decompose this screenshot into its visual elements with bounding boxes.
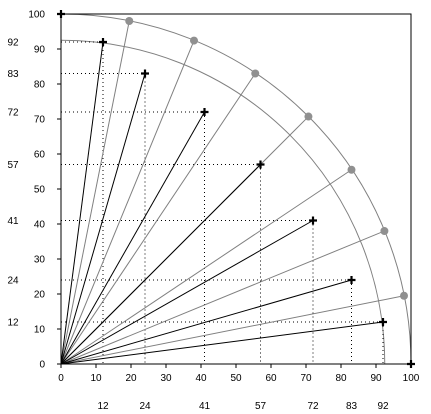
ray-grey-1 xyxy=(60,40,195,365)
ray-black-1 xyxy=(60,41,104,365)
circle-marker-5 xyxy=(380,227,389,235)
plus-marker-2 xyxy=(141,69,149,78)
y-extra-label: 57 xyxy=(7,160,19,171)
y-extra-label: 72 xyxy=(7,108,19,119)
ray-layer xyxy=(60,14,411,365)
y-extra-label: 41 xyxy=(7,216,19,227)
plus-marker-0 xyxy=(57,10,65,18)
x-extra-label: 72 xyxy=(307,401,319,412)
y-tick-label: 20 xyxy=(34,290,46,301)
x-tick-label: 0 xyxy=(58,373,64,384)
x-tick-label: 50 xyxy=(230,373,242,384)
plus-marker-7 xyxy=(379,318,387,326)
y-extra-label: 92 xyxy=(7,38,19,49)
y-extra-label: 24 xyxy=(7,276,19,287)
y-tick-label: 50 xyxy=(34,185,46,196)
y-tick-label: 100 xyxy=(28,10,45,21)
guide-layer xyxy=(61,41,384,364)
x-extra-label: 83 xyxy=(346,401,358,412)
ray-black-7 xyxy=(60,321,384,365)
y-tick-label: 60 xyxy=(34,150,46,161)
x-tick-label: 40 xyxy=(195,373,207,384)
x-tick-label: 60 xyxy=(265,373,277,384)
ray-black-3 xyxy=(60,111,205,365)
y-tick-label: 30 xyxy=(34,255,46,266)
plus-marker-4 xyxy=(256,160,265,169)
plus-marker-6 xyxy=(347,276,356,284)
ray-grey-5 xyxy=(60,230,385,365)
x-tick-label: 70 xyxy=(300,373,312,384)
plus-marker-3 xyxy=(200,108,209,116)
y-extra-label: 12 xyxy=(7,318,19,329)
point-layer xyxy=(57,10,415,368)
x-extra-label: 57 xyxy=(255,401,267,412)
x-extra-label: 12 xyxy=(97,401,109,412)
ray-grey-0 xyxy=(60,20,130,365)
plus-marker-8 xyxy=(407,360,415,368)
circle-marker-4 xyxy=(347,165,356,174)
x-extra-label: 92 xyxy=(377,401,389,412)
x-tick-label: 90 xyxy=(370,373,382,384)
y-tick-label: 90 xyxy=(34,45,46,56)
y-tick-label: 80 xyxy=(34,80,46,91)
circle-marker-3 xyxy=(304,112,313,121)
circle-marker-1 xyxy=(190,36,198,45)
y-tick-label: 10 xyxy=(34,325,46,336)
plus-marker-5 xyxy=(309,216,317,225)
circle-marker-2 xyxy=(251,69,260,78)
ray-black-5 xyxy=(60,220,314,365)
circle-marker-6 xyxy=(400,291,408,300)
x-extra-label: 41 xyxy=(199,401,211,412)
x-extra-label: 24 xyxy=(139,401,151,412)
y-tick-label: 40 xyxy=(34,220,46,231)
ray-black-4 xyxy=(60,164,261,365)
tick-layer: 0 10 20 30 40 50 60 70 80 90 100 0 10 20 30 40 50 60 70 80 9… xyxy=(7,10,419,413)
ray-black-2 xyxy=(60,73,146,365)
plus-marker-1 xyxy=(99,38,107,46)
ray-grey-4 xyxy=(60,169,352,365)
ray-black-6 xyxy=(60,279,352,365)
x-tick-label: 100 xyxy=(403,373,420,384)
ray-grey-2 xyxy=(60,73,256,365)
y-tick-label: 70 xyxy=(34,115,46,126)
x-tick-label: 20 xyxy=(125,373,137,384)
x-tick-label: 80 xyxy=(335,373,347,384)
x-tick-label: 30 xyxy=(160,373,172,384)
y-extra-label: 83 xyxy=(7,69,19,80)
circle-marker-0 xyxy=(125,17,134,25)
x-tick-label: 10 xyxy=(90,373,102,384)
ray-grey-6 xyxy=(60,295,405,365)
y-tick-label: 0 xyxy=(39,360,45,371)
